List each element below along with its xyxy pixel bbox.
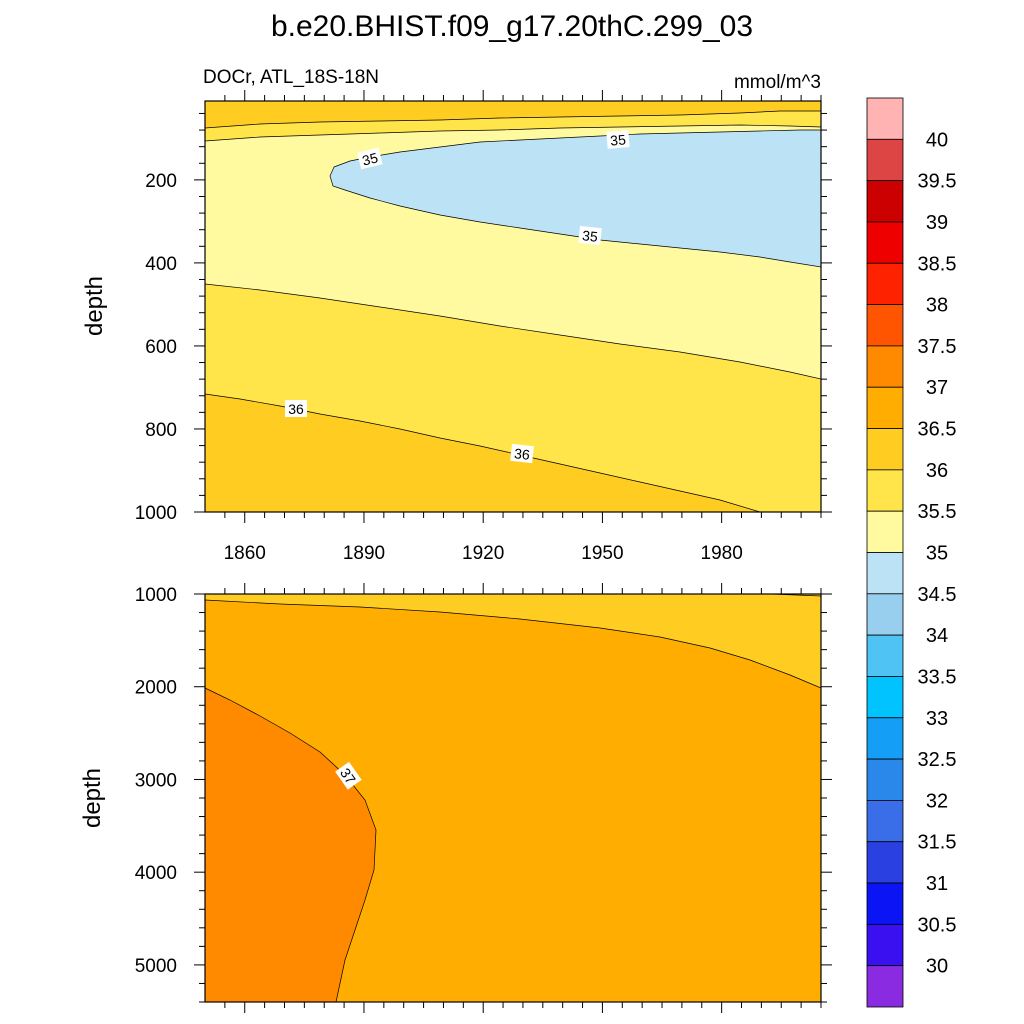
lower-ytick-label: 2000 bbox=[135, 678, 177, 699]
colorbar-box bbox=[866, 882, 904, 925]
colorbar-tick-label: 34 bbox=[926, 625, 948, 647]
colorbar-tick-label: 32 bbox=[926, 790, 948, 812]
colorbar-tick-label: 33.5 bbox=[918, 666, 957, 688]
colorbar-box bbox=[866, 304, 904, 347]
colorbar-box bbox=[866, 469, 904, 512]
contour-label-37-bg bbox=[335, 761, 362, 790]
colorbar-box bbox=[866, 676, 904, 719]
colorbar-box bbox=[866, 180, 904, 223]
upper-xtick-label: 1950 bbox=[581, 543, 623, 564]
colorbar-box bbox=[866, 262, 904, 305]
colorbar-box bbox=[866, 552, 904, 595]
contour-label-36-text: 36 bbox=[288, 401, 304, 417]
colorbar-box bbox=[866, 923, 904, 967]
contour-label-35: 35 bbox=[357, 147, 383, 170]
upper-xtick-label: 1980 bbox=[701, 543, 743, 564]
colorbar-box bbox=[866, 965, 904, 1008]
upper-ytick-label: 800 bbox=[145, 420, 177, 441]
upper-xtick-label: 1890 bbox=[343, 543, 385, 564]
contour-label-36-text: 36 bbox=[513, 445, 530, 463]
colorbar-tick-label: 35.5 bbox=[918, 501, 957, 523]
lower-ytick-label: 3000 bbox=[135, 770, 177, 791]
chart-title: b.e20.BHIST.f09_g17.20thC.299_03 bbox=[271, 10, 753, 43]
colorbar-tick-label: 31.5 bbox=[918, 832, 957, 854]
colorbar: 30 30.5 31 31.5 32 32.5 33 33.5 34 34.5 35 35.5 36 36… bbox=[866, 97, 957, 1008]
upper-ytick-label: 400 bbox=[145, 254, 177, 275]
colorbar-box bbox=[866, 841, 904, 884]
contour-label-35: 35 bbox=[606, 130, 630, 149]
upper-xtick-label: 1920 bbox=[462, 543, 504, 564]
contour-label-35-bg bbox=[606, 130, 630, 149]
colorbar-tick-label: 37 bbox=[926, 377, 948, 399]
colorbar-box bbox=[866, 345, 904, 388]
lower-axes: 1000 2000 3000 4000 5000 bbox=[135, 583, 832, 1013]
contour-label-35-bg bbox=[578, 225, 602, 246]
lower-y-axis-label: depth bbox=[79, 768, 106, 828]
contour-label-36-bg bbox=[285, 400, 307, 417]
contour-label-35-text: 35 bbox=[361, 149, 380, 168]
colorbar-tick-label: 39.5 bbox=[918, 171, 957, 193]
colorbar-tick-label: 34.5 bbox=[918, 584, 957, 606]
colorbar-tick-label: 37.5 bbox=[918, 336, 957, 358]
colorbar-tick-label: 33 bbox=[926, 708, 948, 730]
upper-contour-labels: 35 35 35 36 36 bbox=[285, 130, 630, 464]
contour-label-35-bg bbox=[357, 147, 383, 170]
colorbar-box bbox=[866, 138, 904, 182]
upper-ytick-label: 200 bbox=[145, 171, 177, 192]
upper-ytick-label: 600 bbox=[145, 337, 177, 358]
colorbar-box bbox=[866, 428, 904, 471]
contour-label-36: 36 bbox=[285, 400, 307, 417]
colorbar-box bbox=[866, 386, 904, 429]
contour-label-35-text: 35 bbox=[610, 131, 627, 148]
upper-ytick-label: 1000 bbox=[135, 503, 177, 524]
colorbar-tick-label: 38.5 bbox=[918, 253, 957, 275]
upper-plot-frame bbox=[204, 100, 822, 513]
colorbar-box bbox=[866, 758, 904, 801]
upper-xtick-label: 1860 bbox=[224, 543, 266, 564]
contour-label-37: 37 bbox=[335, 761, 362, 790]
upper-fill-34.5-lens bbox=[329, 129, 822, 268]
colorbar-tick-label: 32.5 bbox=[918, 749, 957, 771]
colorbar-tick-label: 38 bbox=[926, 295, 948, 317]
colorbar-tick-label: 36.5 bbox=[918, 419, 957, 441]
lower-ytick-label: 5000 bbox=[135, 956, 177, 977]
contour-label-35-text: 35 bbox=[581, 227, 598, 245]
left-subtitle: DOCr, ATL_18S-18N bbox=[203, 67, 379, 88]
lower-contour-labels: 37 bbox=[335, 761, 362, 790]
colorbar-box bbox=[866, 593, 904, 636]
upper-panel: 35 35 35 36 36 200 400 600 800 1000 1860 1890 1920 1… bbox=[81, 90, 832, 564]
lower-ytick-label: 1000 bbox=[135, 585, 177, 606]
colorbar-box bbox=[866, 800, 904, 843]
contour-label-35: 35 bbox=[578, 225, 602, 246]
colorbar-tick-label: 39 bbox=[926, 212, 948, 234]
colorbar-tick-label: 40 bbox=[926, 129, 948, 151]
upper-axes: 200 400 600 800 1000 1860 1890 1920 1950 1980 bbox=[135, 90, 832, 564]
colorbar-tick-label: 35 bbox=[926, 543, 948, 565]
colorbar-tick-label: 30.5 bbox=[918, 914, 957, 936]
colorbar-tick-label: 31 bbox=[926, 873, 948, 895]
colorbar-tick-label: 36 bbox=[926, 460, 948, 482]
colorbar-box bbox=[866, 510, 904, 553]
right-subtitle: mmol/m^3 bbox=[734, 72, 821, 93]
upper-y-axis-label: depth bbox=[81, 276, 108, 336]
colorbar-tick-label: 30 bbox=[926, 956, 948, 978]
colorbar-box bbox=[866, 634, 904, 677]
colorbar-box bbox=[866, 717, 904, 760]
lower-fill-37-lobe bbox=[204, 687, 377, 1003]
colorbar-box bbox=[866, 97, 904, 140]
colorbar-box bbox=[866, 221, 904, 264]
lower-ytick-label: 4000 bbox=[135, 863, 177, 884]
lower-panel: 37 1000 2000 3000 4000 5000 depth bbox=[79, 583, 832, 1013]
contour-label-36-bg bbox=[510, 443, 534, 464]
contour-label-36: 36 bbox=[510, 443, 534, 464]
